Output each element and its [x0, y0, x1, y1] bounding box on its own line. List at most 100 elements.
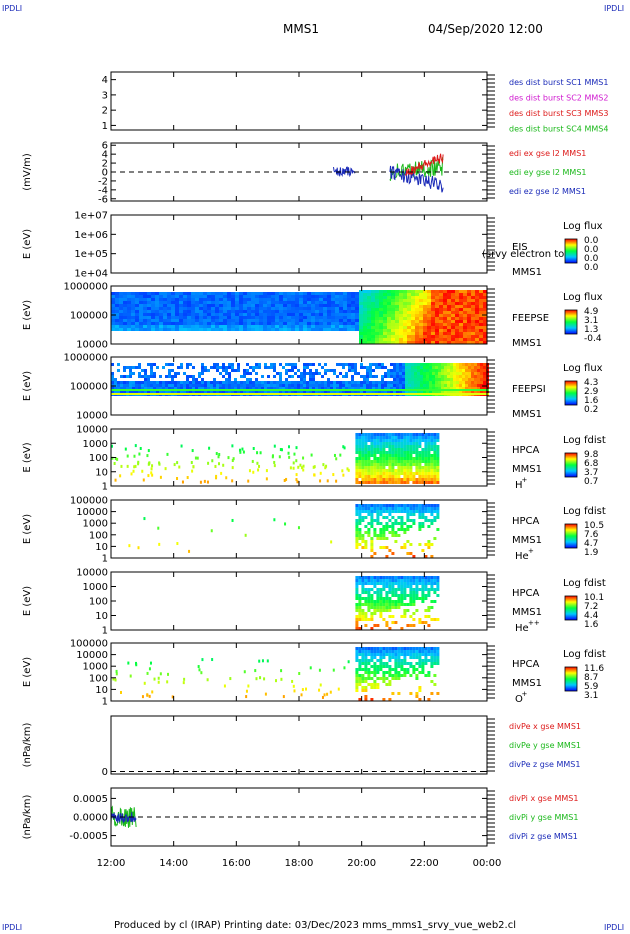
heatmap-cell	[367, 674, 371, 677]
heatmap-cell	[409, 445, 413, 448]
heatmap-cell	[480, 393, 483, 395]
heatmap-cell	[134, 444, 137, 448]
heatmap-cell	[373, 534, 377, 537]
heatmap-cell	[431, 332, 435, 335]
heatmap-cell	[370, 546, 374, 549]
heatmap-cell	[298, 672, 301, 676]
heatmap-cell	[222, 393, 225, 395]
heatmap-cell	[409, 463, 413, 466]
heatmap-cell	[436, 469, 440, 472]
heatmap-cell	[409, 662, 413, 665]
heatmap-cell	[364, 433, 368, 436]
heatmap-cell	[382, 528, 386, 531]
heatmap-cell	[291, 384, 294, 387]
heatmap-cell	[168, 372, 171, 375]
heatmap-cell	[295, 459, 298, 463]
heatmap-cell	[381, 378, 384, 381]
heatmap-cell	[235, 307, 239, 310]
heatmap-cell	[420, 378, 423, 381]
heatmap-cell	[115, 325, 119, 328]
heatmap-cell	[370, 454, 374, 457]
heatmap-cell	[148, 461, 151, 465]
heatmap-cell	[381, 393, 384, 395]
heatmap-cell	[427, 472, 431, 475]
heatmap-cell	[123, 393, 126, 395]
heatmap-cell	[255, 384, 258, 387]
heatmap-cell	[311, 310, 315, 313]
heatmap-cell	[430, 478, 434, 481]
heatmap-cell	[370, 683, 374, 686]
heatmap-cell	[215, 304, 219, 307]
heatmap-cell	[345, 384, 348, 387]
heatmap-cell	[117, 390, 120, 393]
heatmap-cell	[355, 451, 359, 454]
heatmap-cell	[175, 307, 179, 310]
colorbar-tick-label: 3.1	[584, 691, 598, 701]
heatmap-cell	[315, 313, 319, 316]
heatmap-cell	[447, 329, 451, 332]
heatmap-cell	[223, 328, 227, 331]
heatmap-cell	[227, 301, 231, 304]
heatmap-cell	[159, 319, 163, 322]
heatmap-cell	[219, 319, 223, 322]
heatmap-cell	[300, 390, 303, 393]
heatmap-cell	[471, 311, 475, 314]
heatmap-cell	[111, 301, 115, 304]
heatmap-cell	[364, 457, 368, 460]
heatmap-cell	[382, 504, 386, 507]
heatmap-cell	[311, 292, 315, 295]
heatmap-cell	[379, 475, 383, 478]
heatmap-cell	[311, 316, 315, 319]
y-tick-label: 1000	[83, 662, 108, 673]
heatmap-cell	[144, 372, 147, 375]
heatmap-cell	[373, 472, 377, 475]
heatmap-cell	[483, 308, 487, 311]
heatmap-cell	[376, 445, 380, 448]
heatmap-cell	[414, 378, 417, 381]
heatmap-cell	[385, 647, 389, 650]
heatmap-cell	[361, 615, 365, 618]
heatmap-cell	[327, 389, 330, 391]
heatmap-cell	[456, 389, 459, 391]
heatmap-cell	[415, 647, 419, 650]
heatmap-cell	[361, 588, 365, 591]
heatmap-cell	[423, 389, 426, 391]
heatmap-cell	[267, 292, 271, 295]
heatmap-cell	[431, 305, 435, 308]
heatmap-cell	[378, 363, 381, 366]
legend-entry: divPi z gse MMS1	[509, 832, 578, 841]
heatmap-cell	[369, 381, 372, 384]
heatmap-cell	[203, 307, 207, 310]
heatmap-cell	[373, 454, 377, 457]
heatmap-cell	[397, 478, 401, 481]
heatmap-cell	[318, 384, 321, 387]
heatmap-cell	[467, 341, 471, 344]
heatmap-cell	[391, 522, 395, 525]
heatmap-cell	[331, 310, 335, 313]
heatmap-cell	[295, 319, 299, 322]
heatmap-cell	[373, 647, 377, 650]
heatmap-cell	[423, 323, 427, 326]
heatmap-cell	[407, 305, 411, 308]
heatmap-cell	[251, 307, 255, 310]
heatmap-cell	[423, 326, 427, 329]
heatmap-cell	[167, 325, 171, 328]
heatmap-cell	[415, 609, 419, 612]
heatmap-cell	[415, 650, 419, 653]
heatmap-cell	[210, 387, 213, 390]
heatmap-cell	[358, 457, 362, 460]
heatmap-cell	[123, 381, 126, 384]
heatmap-cell	[263, 304, 267, 307]
heatmap-cell	[143, 295, 147, 298]
heatmap-cell	[433, 448, 437, 451]
heatmap-cell	[474, 387, 477, 390]
heatmap-cell	[139, 304, 143, 307]
heatmap-cell	[417, 363, 420, 366]
heatmap-cell	[215, 328, 219, 331]
heatmap-cell	[471, 314, 475, 317]
heatmap-cell	[433, 442, 437, 445]
heatmap-cell	[287, 304, 291, 307]
heatmap-cell	[411, 290, 415, 293]
heatmap-cell	[444, 375, 447, 378]
heatmap-cell	[244, 533, 247, 537]
